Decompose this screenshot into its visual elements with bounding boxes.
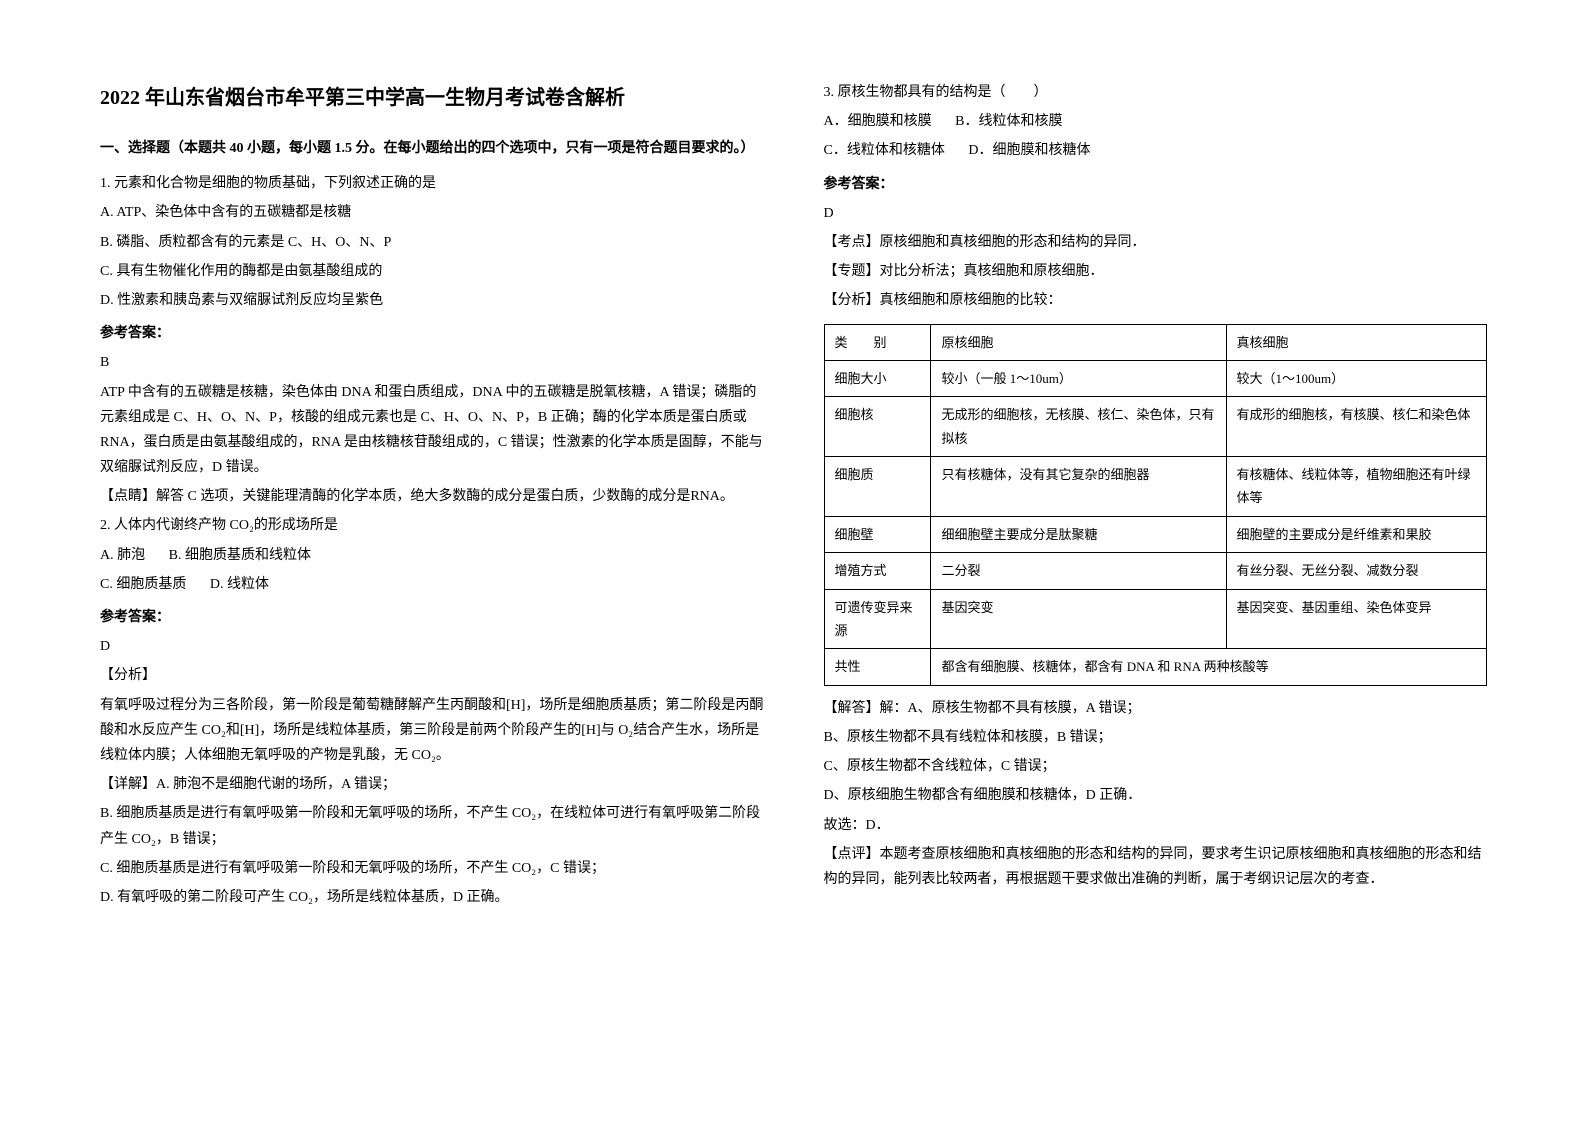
q2-option-b: B. 细胞质基质和线粒体 — [169, 548, 311, 563]
table-cell: 只有核糖体，没有其它复杂的细胞器 — [931, 457, 1226, 517]
table-header-row: 类 别 原核细胞 真核细胞 — [824, 324, 1487, 360]
q1-stem: 1. 元素和化合物是细胞的物质基础，下列叙述正确的是 — [100, 171, 764, 196]
q3-option-a: A．细胞膜和核膜 — [824, 114, 932, 129]
q3-answer-label: 参考答案： — [824, 172, 1488, 197]
table-cell: 细胞壁的主要成分是纤维素和果胶 — [1226, 516, 1487, 552]
table-cell: 细胞质 — [824, 457, 931, 517]
q3-options-row2: C．线粒体和核糖体 D．细胞膜和核糖体 — [824, 138, 1488, 163]
table-cell: 有成形的细胞核，有核膜、核仁和染色体 — [1226, 397, 1487, 457]
exam-title: 2022 年山东省烟台市牟平第三中学高一生物月考试卷含解析 — [100, 80, 764, 116]
table-shared-row: 共性 都含有细胞膜、核糖体，都含有 DNA 和 RNA 两种核酸等 — [824, 649, 1487, 685]
q3-option-b: B．线粒体和核膜 — [955, 114, 1062, 129]
table-header-1: 原核细胞 — [931, 324, 1226, 360]
table-cell: 细细胞壁主要成分是肽聚糖 — [931, 516, 1226, 552]
q3-options-row1: A．细胞膜和核膜 B．线粒体和核膜 — [824, 109, 1488, 134]
q1-option-b: B. 磷脂、质粒都含有的元素是 C、H、O、N、P — [100, 230, 764, 255]
table-row: 细胞核 无成形的细胞核，无核膜、核仁、染色体，只有拟核 有成形的细胞核，有核膜、… — [824, 397, 1487, 457]
q2-options-row1: A. 肺泡 B. 细胞质基质和线粒体 — [100, 543, 764, 568]
table-cell: 增殖方式 — [824, 553, 931, 589]
table-cell: 无成形的细胞核，无核膜、核仁、染色体，只有拟核 — [931, 397, 1226, 457]
q2-option-a: A. 肺泡 — [100, 548, 145, 563]
q1-option-d: D. 性激素和胰岛素与双缩脲试剂反应均呈紫色 — [100, 288, 764, 313]
q3-kaodian: 【考点】原核细胞和真核细胞的形态和结构的异同． — [824, 230, 1488, 255]
right-column: 3. 原核生物都具有的结构是（ ） A．细胞膜和核膜 B．线粒体和核膜 C．线粒… — [824, 80, 1488, 914]
q3-option-c: C．线粒体和核糖体 — [824, 143, 945, 158]
q3-jieda-c: C、原核生物都不含线粒体，C 错误； — [824, 754, 1488, 779]
table-cell: 细胞大小 — [824, 360, 931, 396]
q2-answer-label: 参考答案： — [100, 605, 764, 630]
table-cell: 较大（1～100um） — [1226, 360, 1487, 396]
q1-tip: 【点睛】解答 C 选项，关键能理清酶的化学本质，绝大多数酶的成分是蛋白质，少数酶… — [100, 484, 764, 509]
table-cell: 基因突变、基因重组、染色体变异 — [1226, 589, 1487, 649]
q3-answer: D — [824, 201, 1488, 226]
q2-options-row2: C. 细胞质基质 D. 线粒体 — [100, 572, 764, 597]
table-cell: 细胞壁 — [824, 516, 931, 552]
q2-analysis-label: 【分析】 — [100, 663, 764, 688]
table-row: 可遗传变异来源 基因突变 基因突变、基因重组、染色体变异 — [824, 589, 1487, 649]
q2-analysis: 有氧呼吸过程分为三各阶段，第一阶段是葡萄糖酵解产生丙酮酸和[H]，场所是细胞质基… — [100, 693, 764, 769]
left-column: 2022 年山东省烟台市牟平第三中学高一生物月考试卷含解析 一、选择题（本题共 … — [100, 80, 764, 914]
q3-option-d: D．细胞膜和核糖体 — [968, 143, 1090, 158]
table-cell: 较小（一般 1～10um） — [931, 360, 1226, 396]
q3-stem: 3. 原核生物都具有的结构是（ ） — [824, 80, 1488, 105]
table-cell: 二分裂 — [931, 553, 1226, 589]
table-header-2: 真核细胞 — [1226, 324, 1487, 360]
table-cell: 基因突变 — [931, 589, 1226, 649]
table-row: 细胞质 只有核糖体，没有其它复杂的细胞器 有核糖体、线粒体等，植物细胞还有叶绿体… — [824, 457, 1487, 517]
q2-option-d: D. 线粒体 — [210, 577, 269, 592]
q1-option-c: C. 具有生物催化作用的酶都是由氨基酸组成的 — [100, 259, 764, 284]
page-container: 2022 年山东省烟台市牟平第三中学高一生物月考试卷含解析 一、选择题（本题共 … — [100, 80, 1487, 914]
q3-dianping: 【点评】本题考查原核细胞和真核细胞的形态和结构的异同，要求考生识记原核细胞和真核… — [824, 842, 1488, 892]
table-cell: 细胞核 — [824, 397, 931, 457]
comparison-table: 类 别 原核细胞 真核细胞 细胞大小 较小（一般 1～10um） 较大（1～10… — [824, 324, 1488, 686]
q2-detail-c: C. 细胞质基质是进行有氧呼吸第一阶段和无氧呼吸的场所，不产生 CO₂，C 错误… — [100, 856, 764, 881]
q2-detail-a: 【详解】A. 肺泡不是细胞代谢的场所，A 错误； — [100, 772, 764, 797]
q1-option-a: A. ATP、染色体中含有的五碳糖都是核糖 — [100, 200, 764, 225]
table-row: 细胞壁 细细胞壁主要成分是肽聚糖 细胞壁的主要成分是纤维素和果胶 — [824, 516, 1487, 552]
q3-zhuanti: 【专题】对比分析法；真核细胞和原核细胞． — [824, 259, 1488, 284]
q2-stem: 2. 人体内代谢终产物 CO₂的形成场所是 — [100, 513, 764, 538]
table-cell: 共性 — [824, 649, 931, 685]
q3-jieda-a: 【解答】解：A、原核生物都不具有核膜，A 错误； — [824, 696, 1488, 721]
q1-answer: B — [100, 350, 764, 375]
q2-detail-b: B. 细胞质基质是进行有氧呼吸第一阶段和无氧呼吸的场所，不产生 CO₂，在线粒体… — [100, 801, 764, 851]
q2-option-c: C. 细胞质基质 — [100, 577, 186, 592]
q2-detail-d: D. 有氧呼吸的第二阶段可产生 CO₂，场所是线粒体基质，D 正确。 — [100, 885, 764, 910]
table-cell: 可遗传变异来源 — [824, 589, 931, 649]
q3-guxuan: 故选：D． — [824, 813, 1488, 838]
table-cell: 有丝分裂、无丝分裂、减数分裂 — [1226, 553, 1487, 589]
q3-fenxi-label: 【分析】真核细胞和原核细胞的比较： — [824, 288, 1488, 313]
q3-jieda-d: D、原核细胞生物都含有细胞膜和核糖体，D 正确． — [824, 783, 1488, 808]
table-cell: 都含有细胞膜、核糖体，都含有 DNA 和 RNA 两种核酸等 — [931, 649, 1487, 685]
q1-answer-label: 参考答案： — [100, 321, 764, 346]
q1-explanation: ATP 中含有的五碳糖是核糖，染色体由 DNA 和蛋白质组成，DNA 中的五碳糖… — [100, 380, 764, 481]
q2-answer: D — [100, 634, 764, 659]
q3-jieda-b: B、原核生物都不具有线粒体和核膜，B 错误； — [824, 725, 1488, 750]
table-row: 细胞大小 较小（一般 1～10um） 较大（1～100um） — [824, 360, 1487, 396]
table-header-0: 类 别 — [824, 324, 931, 360]
section-header: 一、选择题（本题共 40 小题，每小题 1.5 分。在每小题给出的四个选项中，只… — [100, 136, 764, 161]
table-cell: 有核糖体、线粒体等，植物细胞还有叶绿体等 — [1226, 457, 1487, 517]
table-row: 增殖方式 二分裂 有丝分裂、无丝分裂、减数分裂 — [824, 553, 1487, 589]
